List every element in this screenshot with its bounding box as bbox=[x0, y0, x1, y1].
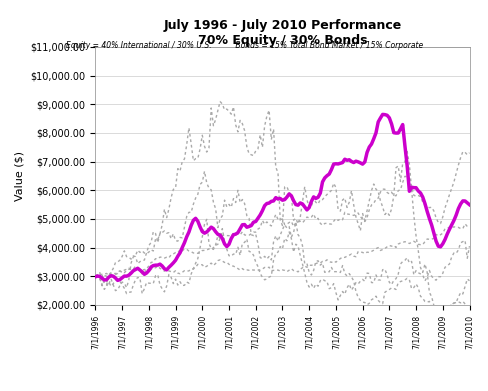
Text: Equity = 40% International / 30% U.S.          Bonds = 15% Total Bond Market / 1: Equity = 40% International / 30% U.S. Bo… bbox=[66, 41, 422, 50]
Y-axis label: Value ($): Value ($) bbox=[15, 151, 25, 201]
Title: July 1996 - July 2010 Performance
70% Equity / 30% Bonds: July 1996 - July 2010 Performance 70% Eq… bbox=[163, 19, 401, 47]
